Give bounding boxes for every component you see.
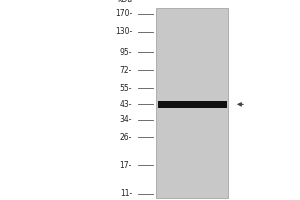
Text: 72-: 72-: [120, 66, 132, 75]
Text: 11-: 11-: [120, 190, 132, 198]
Text: 34-: 34-: [119, 115, 132, 124]
Text: 95-: 95-: [119, 48, 132, 57]
Text: 130-: 130-: [115, 27, 132, 36]
Bar: [158, 101, 226, 108]
Bar: [156, 8, 228, 198]
Text: 17-: 17-: [120, 161, 132, 170]
Text: 26-: 26-: [120, 133, 132, 142]
Text: 170-: 170-: [115, 9, 132, 19]
Text: kDa: kDa: [117, 0, 132, 3]
Text: 55-: 55-: [119, 84, 132, 93]
Text: 43-: 43-: [119, 100, 132, 109]
Text: 1: 1: [189, 0, 195, 2]
